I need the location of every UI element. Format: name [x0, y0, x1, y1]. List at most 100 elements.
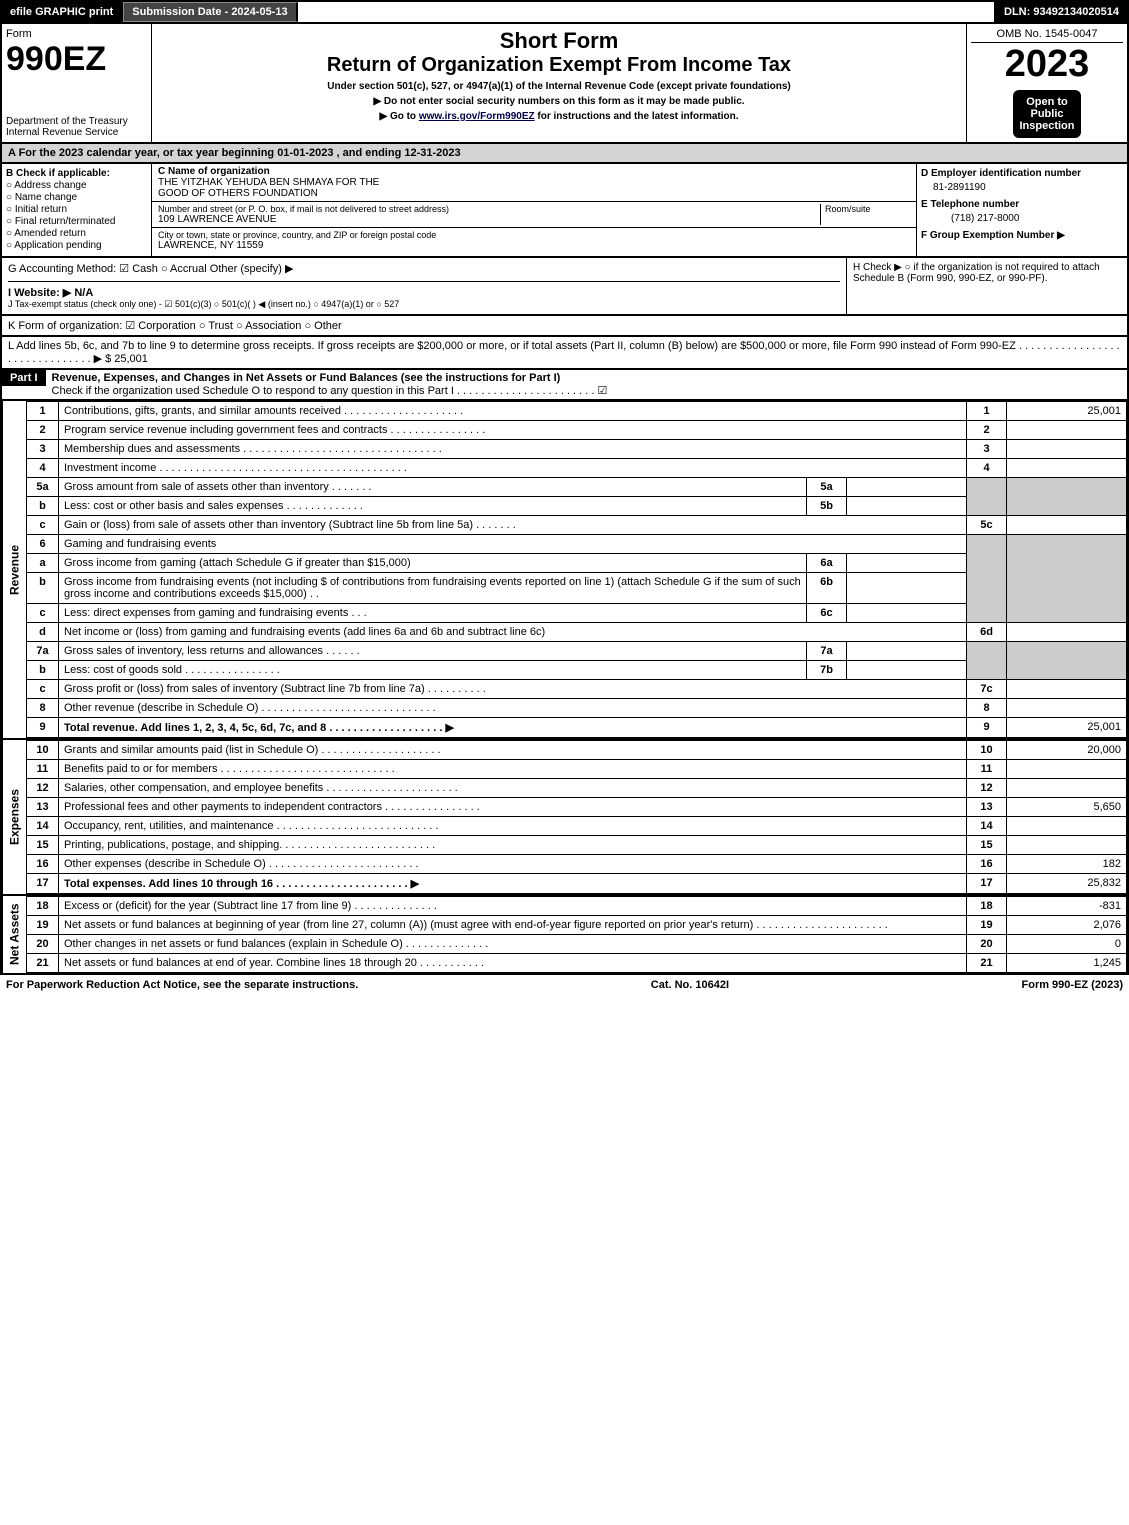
c-street-block: Number and street (or P. O. box, if mail… [152, 202, 916, 228]
chk-amended[interactable]: Amended return [6, 228, 147, 239]
dept-label: Department of the Treasury Internal Reve… [6, 116, 147, 138]
line-5c: cGain or (loss) from sale of assets othe… [27, 516, 1127, 535]
line-5b: bLess: cost or other basis and sales exp… [27, 497, 1127, 516]
form-header: Form 990EZ Department of the Treasury In… [0, 24, 1129, 144]
street-value: 109 LAWRENCE AVENUE [158, 214, 820, 225]
line-J: J Tax-exempt status (check only one) - ☑… [8, 299, 840, 310]
revenue-table: 1Contributions, gifts, grants, and simil… [26, 401, 1127, 738]
line-6b: bGross income from fundraising events (n… [27, 573, 1127, 604]
line-L: L Add lines 5b, 6c, and 7b to line 9 to … [0, 337, 1129, 370]
line-12: 12Salaries, other compensation, and empl… [27, 779, 1127, 798]
phone-value: (718) 217-8000 [951, 213, 1123, 224]
tax-year: 2023 [971, 43, 1123, 86]
line-H: H Check ▶ ○ if the organization is not r… [847, 258, 1127, 314]
line-3: 3Membership dues and assessments . . . .… [27, 440, 1127, 459]
city-label: City or town, state or province, country… [158, 230, 910, 240]
part1-sub: Check if the organization used Schedule … [52, 384, 1121, 397]
revenue-vlabel: Revenue [2, 401, 26, 738]
footer-right: Form 990-EZ (2023) [1022, 979, 1123, 991]
city-value: LAWRENCE, NY 11559 [158, 240, 910, 251]
goto-note: ▶ Go to www.irs.gov/Form990EZ for instru… [160, 111, 958, 122]
line-9: 9Total revenue. Add lines 1, 2, 3, 4, 5c… [27, 718, 1127, 738]
netassets-table: 18Excess or (deficit) for the year (Subt… [26, 896, 1127, 973]
irs-link[interactable]: www.irs.gov/Form990EZ [419, 111, 535, 122]
goto-prefix: ▶ Go to [379, 111, 418, 122]
short-form-title: Short Form [160, 28, 958, 54]
part1-header: Part I Revenue, Expenses, and Changes in… [0, 370, 1129, 401]
line-17: 17Total expenses. Add lines 10 through 1… [27, 874, 1127, 894]
omb-label: OMB No. 1545-0047 [971, 28, 1123, 43]
part1-label: Part I [2, 370, 46, 386]
top-bar: efile GRAPHIC print Submission Date - 20… [0, 0, 1129, 24]
footer-left: For Paperwork Reduction Act Notice, see … [6, 979, 358, 991]
line-2: 2Program service revenue including gover… [27, 421, 1127, 440]
D-label: D Employer identification number [921, 168, 1123, 179]
chk-final[interactable]: Final return/terminated [6, 216, 147, 227]
line-16: 16Other expenses (describe in Schedule O… [27, 855, 1127, 874]
line-15: 15Printing, publications, postage, and s… [27, 836, 1127, 855]
B-label: B Check if applicable: [6, 168, 147, 179]
spacer [298, 2, 996, 22]
netassets-section: Net Assets 18Excess or (deficit) for the… [0, 896, 1129, 975]
line-I: I Website: ▶ N/A [8, 286, 840, 299]
under-section: Under section 501(c), 527, or 4947(a)(1)… [160, 81, 958, 92]
c-name-block: C Name of organization THE YITZHAK YEHUD… [152, 164, 916, 202]
expenses-vlabel: Expenses [2, 740, 26, 894]
line-10: 10Grants and similar amounts paid (list … [27, 741, 1127, 760]
part1-title: Revenue, Expenses, and Changes in Net As… [52, 372, 1121, 384]
chk-name[interactable]: Name change [6, 192, 147, 203]
org-line2: GOOD OF OTHERS FOUNDATION [158, 188, 910, 199]
chk-initial[interactable]: Initial return [6, 204, 147, 215]
line-6c: cLess: direct expenses from gaming and f… [27, 604, 1127, 623]
header-right: OMB No. 1545-0047 2023 Open to Public In… [967, 24, 1127, 142]
col-B: B Check if applicable: Address change Na… [2, 164, 152, 256]
line-13: 13Professional fees and other payments t… [27, 798, 1127, 817]
line-6: 6Gaming and fundraising events [27, 535, 1127, 554]
line-7b: bLess: cost of goods sold . . . . . . . … [27, 661, 1127, 680]
line-G: G Accounting Method: ☑ Cash ○ Accrual Ot… [8, 262, 840, 282]
page-footer: For Paperwork Reduction Act Notice, see … [0, 975, 1129, 995]
main-title: Return of Organization Exempt From Incom… [160, 54, 958, 77]
ssn-note: ▶ Do not enter social security numbers o… [160, 96, 958, 107]
line-5a: 5aGross amount from sale of assets other… [27, 478, 1127, 497]
line-18: 18Excess or (deficit) for the year (Subt… [27, 897, 1127, 916]
line-14: 14Occupancy, rent, utilities, and mainte… [27, 817, 1127, 836]
line-8: 8Other revenue (describe in Schedule O) … [27, 699, 1127, 718]
submission-date-button[interactable]: Submission Date - 2024-05-13 [123, 2, 297, 22]
line-21: 21Net assets or fund balances at end of … [27, 954, 1127, 973]
dln-label: DLN: 93492134020514 [996, 2, 1127, 22]
line-11: 11Benefits paid to or for members . . . … [27, 760, 1127, 779]
line-6d: dNet income or (loss) from gaming and fu… [27, 623, 1127, 642]
expenses-section: Expenses 10Grants and similar amounts pa… [0, 740, 1129, 896]
line-20: 20Other changes in net assets or fund ba… [27, 935, 1127, 954]
street-label: Number and street (or P. O. box, if mail… [158, 204, 820, 214]
netassets-vlabel: Net Assets [2, 896, 26, 973]
form-number: 990EZ [6, 40, 147, 79]
F-label: F Group Exemption Number ▶ [921, 230, 1123, 241]
footer-mid: Cat. No. 10642I [651, 979, 729, 991]
line-6a: aGross income from gaming (attach Schedu… [27, 554, 1127, 573]
line-7c: cGross profit or (loss) from sales of in… [27, 680, 1127, 699]
section-BCDEF: B Check if applicable: Address change Na… [0, 164, 1129, 258]
room-label: Room/suite [825, 204, 910, 214]
goto-suffix: for instructions and the latest informat… [535, 111, 739, 122]
line-7a: 7aGross sales of inventory, less returns… [27, 642, 1127, 661]
col-DEF: D Employer identification number 81-2891… [917, 164, 1127, 256]
expenses-table: 10Grants and similar amounts paid (list … [26, 740, 1127, 894]
line-A: A For the 2023 calendar year, or tax yea… [0, 144, 1129, 164]
line-K: K Form of organization: ☑ Corporation ○ … [0, 316, 1129, 337]
ein-value: 81-2891190 [933, 182, 1123, 193]
inspection-pill: Open to Public Inspection [1013, 90, 1080, 138]
line-19: 19Net assets or fund balances at beginni… [27, 916, 1127, 935]
efile-label: efile GRAPHIC print [2, 2, 123, 22]
chk-pending[interactable]: Application pending [6, 240, 147, 251]
line-1: 1Contributions, gifts, grants, and simil… [27, 402, 1127, 421]
header-mid: Short Form Return of Organization Exempt… [152, 24, 967, 142]
col-C: C Name of organization THE YITZHAK YEHUD… [152, 164, 917, 256]
c-label: C Name of organization [158, 166, 910, 177]
E-label: E Telephone number [921, 199, 1123, 210]
revenue-section: Revenue 1Contributions, gifts, grants, a… [0, 401, 1129, 740]
chk-address[interactable]: Address change [6, 180, 147, 191]
form-word: Form [6, 28, 147, 40]
col-GI: G Accounting Method: ☑ Cash ○ Accrual Ot… [2, 258, 847, 314]
